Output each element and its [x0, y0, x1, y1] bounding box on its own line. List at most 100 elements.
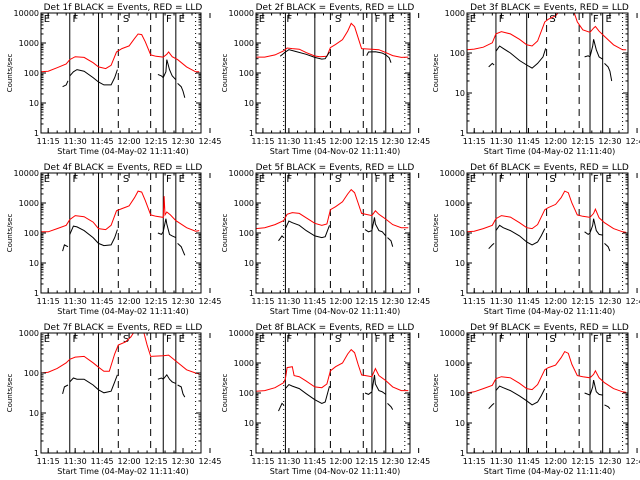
series-events-line [387, 403, 394, 410]
mode-label: F [73, 334, 79, 345]
x-tick-label: 12:00 [118, 297, 141, 306]
y-tick-label: 100 [239, 229, 254, 238]
series-events-line [285, 383, 330, 404]
x-tick-label: 12:00 [329, 137, 352, 146]
y-axis-label: Counts/sec [221, 214, 229, 253]
mode-label: S [335, 334, 341, 345]
y-tick-label: 10 [29, 259, 39, 268]
y-tick-label: 10 [29, 409, 39, 418]
mode-markers [495, 173, 624, 293]
y-tick-label: 10000 [440, 169, 465, 178]
series-events-line [488, 62, 495, 68]
x-tick-label: 12:00 [329, 297, 352, 306]
mode-label: F [166, 174, 172, 185]
x-tick-label: 12:15 [145, 457, 168, 466]
series-lld-line [467, 190, 627, 233]
mode-label: S [549, 334, 555, 345]
mode-label: S [123, 174, 129, 185]
x-tick-label: 12:30 [598, 137, 621, 146]
x-tick-label: 11:45 [303, 137, 326, 146]
mode-label: E [259, 14, 265, 25]
mode-label: F [286, 334, 292, 345]
y-tick-label: 1 [249, 129, 254, 138]
series-lld-line [41, 190, 200, 233]
y-axis-label: Counts/sec [432, 214, 440, 253]
y-axis-label: Counts/sec [432, 54, 440, 93]
y-tick-label: 10000 [229, 329, 254, 338]
x-tick-label: 11:45 [517, 457, 540, 466]
series-events-line [62, 384, 69, 395]
x-tick-label: 12:30 [171, 457, 194, 466]
y-axis-label: Counts/sec [432, 374, 440, 413]
series-events-line [604, 243, 611, 252]
series-events-line [62, 80, 69, 88]
mode-label: S [123, 334, 129, 345]
x-tick-label: 12:45 [198, 457, 221, 466]
mode-label: S [335, 174, 341, 185]
y-tick-label: 1 [34, 289, 39, 298]
panel-title: Det 9f BLACK = Events, RED = LLD [470, 323, 629, 333]
y-tick-label: 100 [24, 369, 39, 378]
series-lld-line [256, 22, 409, 58]
series-events-line [495, 385, 546, 406]
y-tick-label: 10000 [440, 329, 465, 338]
mode-markers [283, 333, 406, 453]
x-tick-label: 11:15 [37, 137, 60, 146]
x-tick-label: 11:45 [91, 457, 114, 466]
x-axis-label: Start Time (04-May-02 11:11:40) [484, 467, 615, 476]
x-tick-label: 12:45 [198, 297, 221, 306]
mode-label: E [44, 174, 50, 185]
series-lld-line [467, 350, 627, 394]
mode-label: S [549, 174, 555, 185]
x-tick-label: 12:30 [381, 297, 404, 306]
x-tick-label: 12:00 [118, 137, 141, 146]
series-events-line [177, 243, 186, 256]
x-axis-label: Start Time (04-May-02 11:11:40) [57, 467, 188, 476]
mode-label: E [44, 14, 50, 25]
panel-title: Det 5f BLACK = Events, RED = LLD [256, 163, 415, 173]
y-tick-label: 10 [455, 419, 465, 428]
mode-label: E [179, 174, 185, 185]
x-tick-label: 12:45 [626, 457, 640, 466]
mode-label: F [73, 174, 79, 185]
x-tick-label: 12:45 [407, 297, 430, 306]
mode-label: S [335, 14, 341, 25]
x-tick-label: 12:15 [355, 297, 378, 306]
mode-label: E [259, 334, 265, 345]
x-axis-label: Start Time (04-Nov-02 11:11:40) [270, 147, 400, 156]
mode-markers [69, 333, 197, 453]
series-events-line [62, 244, 69, 252]
y-tick-label: 10000 [14, 9, 39, 18]
x-tick-label: 11:15 [463, 457, 486, 466]
series-events-line [69, 69, 118, 86]
x-tick-label: 11:15 [251, 457, 274, 466]
mode-label: F [499, 334, 505, 345]
series-events-line [157, 59, 177, 81]
panel-title: Det 1f BLACK = Events, RED = LLD [44, 3, 203, 13]
x-tick-label: 12:30 [598, 457, 621, 466]
y-tick-label: 1 [249, 449, 254, 458]
mode-markers [69, 13, 197, 133]
mode-label: E [605, 334, 611, 345]
plot-frame [40, 332, 202, 454]
series-events-line [177, 384, 186, 398]
mode-markers [283, 173, 406, 293]
x-tick-label: 11:30 [64, 297, 87, 306]
x-tick-label: 12:45 [407, 137, 430, 146]
mode-label: E [605, 174, 611, 185]
y-tick-label: 1000 [445, 359, 465, 368]
x-tick-label: 11:30 [490, 297, 513, 306]
y-tick-label: 1000 [234, 39, 254, 48]
mode-label: S [123, 14, 129, 25]
x-tick-label: 12:00 [118, 457, 141, 466]
mode-label: E [179, 14, 185, 25]
y-tick-label: 1000 [19, 199, 39, 208]
y-tick-label: 10 [244, 419, 254, 428]
